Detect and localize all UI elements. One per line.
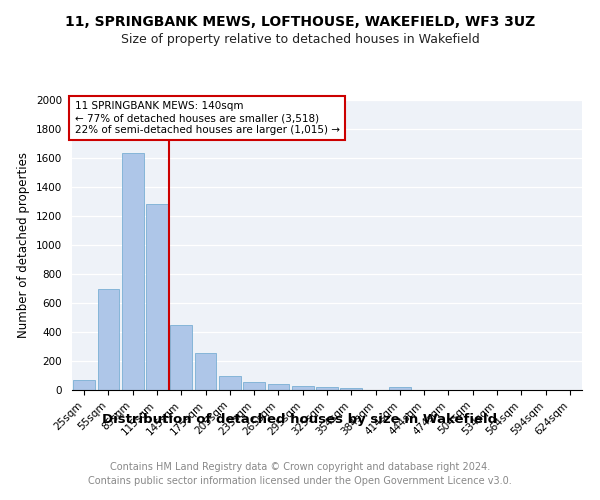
Bar (268, 384, 289, 390)
Bar (194, 353, 217, 390)
Bar (97, 289, 119, 390)
Y-axis label: Number of detached properties: Number of detached properties (17, 152, 31, 338)
Bar (146, 204, 168, 390)
Bar (389, 387, 411, 390)
Bar (340, 388, 362, 390)
Text: Distribution of detached houses by size in Wakefield: Distribution of detached houses by size … (103, 412, 497, 426)
Text: Contains HM Land Registry data © Crown copyright and database right 2024.: Contains HM Land Registry data © Crown c… (110, 462, 490, 472)
Text: Size of property relative to detached houses in Wakefield: Size of property relative to detached ho… (121, 32, 479, 46)
Text: 11 SPRINGBANK MEWS: 140sqm
← 77% of detached houses are smaller (3,518)
22% of s: 11 SPRINGBANK MEWS: 140sqm ← 77% of deta… (74, 102, 340, 134)
Text: 11, SPRINGBANK MEWS, LOFTHOUSE, WAKEFIELD, WF3 3UZ: 11, SPRINGBANK MEWS, LOFTHOUSE, WAKEFIEL… (65, 15, 535, 29)
Text: Contains public sector information licensed under the Open Government Licence v3: Contains public sector information licen… (88, 476, 512, 486)
Bar (316, 387, 338, 390)
Bar (292, 386, 314, 390)
Bar (243, 382, 265, 390)
Bar (170, 326, 192, 390)
Bar (73, 380, 95, 390)
Bar (219, 376, 241, 390)
Bar (122, 153, 143, 390)
